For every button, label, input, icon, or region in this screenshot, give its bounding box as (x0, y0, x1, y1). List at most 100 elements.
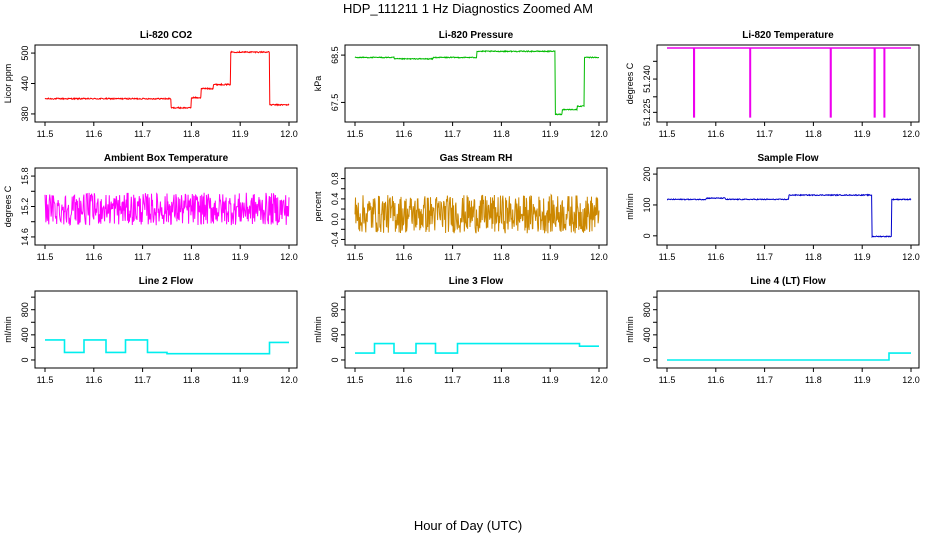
x-tick-label: 12.0 (590, 375, 608, 385)
y-tick-label: 0 (330, 357, 340, 362)
x-tick-label: 11.5 (37, 375, 54, 385)
plot-frame (656, 167, 920, 246)
y-tick-label: -0.4 (330, 232, 340, 248)
chart-panel-8: Line 3 Flow 11.5 11.6 11.7 11.8 11.9 12.0 0 400 8… (313, 276, 608, 385)
y-axis-label: kPa (313, 76, 323, 92)
chart-panel-7: Line 2 Flow 11.5 11.6 11.7 11.8 11.9 12.0 0 400 8… (3, 276, 298, 385)
x-tick-label: 11.7 (134, 129, 151, 139)
y-axis-label: Licor ppm (3, 64, 13, 104)
x-tick-label: 11.6 (707, 129, 724, 139)
figure-x-axis-label: Hour of Day (UTC) (413, 518, 523, 533)
series-line (44, 50, 290, 110)
x-tick-label: 11.6 (395, 129, 412, 139)
x-tick-label: 12.0 (902, 252, 920, 262)
figure-title: HDP_111211 1 Hz Diagnostics Zoomed AM (342, 1, 593, 16)
y-tick-label: 380 (20, 106, 30, 121)
y-tick-label: 0 (642, 233, 652, 238)
x-tick-label: 11.8 (183, 375, 200, 385)
plot-frame (34, 44, 298, 123)
x-tick-label: 11.8 (183, 252, 200, 262)
x-tick-label: 11.7 (756, 252, 773, 262)
panel-title: Line 3 Flow (449, 276, 504, 287)
x-tick-label: 11.8 (493, 375, 510, 385)
y-tick-label: 800 (330, 302, 340, 317)
x-tick-label: 11.5 (37, 129, 54, 139)
x-tick-label: 11.9 (854, 375, 871, 385)
series-line (354, 49, 600, 116)
x-tick-label: 11.8 (805, 252, 822, 262)
panel-title: Sample Flow (757, 153, 818, 164)
chart-panel-3: Li-820 Temperature 11.5 11.6 11.7 11.8 11.9 12… (625, 30, 920, 139)
y-tick-label: 0 (20, 357, 30, 362)
x-tick-label: 11.6 (707, 375, 724, 385)
x-tick-label: 11.6 (395, 375, 412, 385)
x-tick-label: 11.6 (395, 252, 412, 262)
y-tick-label: 500 (20, 46, 30, 61)
series-line (45, 339, 289, 355)
plot-frame (344, 44, 608, 123)
plot-frame (344, 290, 608, 369)
chart-panel-4: Ambient Box Temperature 11.5 11.6 11.7 11.8 1… (3, 153, 298, 262)
x-tick-label: 11.7 (756, 375, 773, 385)
y-tick-label: 0.8 (330, 172, 340, 185)
x-tick-label: 11.7 (444, 252, 461, 262)
y-tick-label: 15.2 (20, 198, 30, 216)
chart-panel-1: Li-820 CO2 11.5 11.6 11.7 11.8 11.9 12.0 380 440… (3, 30, 298, 139)
x-tick-label: 11.5 (37, 252, 54, 262)
series-line (355, 342, 599, 354)
y-tick-label: 0.4 (330, 193, 340, 206)
x-tick-label: 11.6 (707, 252, 724, 262)
x-tick-label: 11.7 (134, 375, 151, 385)
chart-panel-6: Sample Flow 11.5 11.6 11.7 11.8 11.9 12.0 0 100 2… (625, 153, 920, 262)
x-tick-label: 11.8 (183, 129, 200, 139)
x-tick-label: 11.7 (444, 375, 461, 385)
series-line (354, 193, 600, 234)
y-axis-label: ml/min (625, 316, 635, 343)
y-axis-label: degrees C (3, 185, 13, 227)
x-tick-label: 12.0 (590, 252, 608, 262)
x-tick-label: 11.6 (85, 252, 102, 262)
y-tick-label: 440 (20, 76, 30, 91)
y-tick-label: 800 (642, 302, 652, 317)
y-tick-label: 0 (642, 357, 652, 362)
panel-title: Li-820 CO2 (140, 30, 193, 41)
x-tick-label: 12.0 (280, 252, 298, 262)
y-tick-label: 400 (642, 327, 652, 342)
x-tick-label: 11.9 (542, 129, 559, 139)
y-axis-label: degrees C (625, 62, 635, 104)
y-tick-label: 14.6 (20, 228, 30, 246)
y-tick-label: 0.0 (330, 213, 340, 226)
x-tick-label: 11.9 (542, 375, 559, 385)
x-tick-label: 11.6 (85, 129, 102, 139)
panel-title: Line 4 (LT) Flow (750, 276, 826, 287)
chart-panel-2: Li-820 Pressure 11.5 11.6 11.7 11.8 11.9 12.0 6… (313, 30, 608, 139)
x-tick-label: 11.5 (347, 375, 364, 385)
x-tick-label: 11.8 (805, 375, 822, 385)
x-tick-label: 11.9 (854, 129, 871, 139)
panel-title: Gas Stream RH (440, 153, 513, 164)
x-tick-label: 12.0 (590, 129, 608, 139)
x-tick-label: 11.8 (493, 252, 510, 262)
x-tick-label: 11.9 (854, 252, 871, 262)
y-tick-label: 800 (20, 302, 30, 317)
series-line (44, 192, 290, 226)
x-tick-label: 11.9 (232, 129, 249, 139)
x-tick-label: 11.9 (232, 252, 249, 262)
x-tick-label: 11.9 (232, 375, 249, 385)
series-line (667, 47, 911, 118)
x-tick-label: 11.5 (347, 252, 364, 262)
y-tick-label: 200 (642, 167, 652, 182)
series-line (667, 193, 912, 239)
plot-frame (656, 44, 920, 123)
y-tick-label: 400 (330, 327, 340, 342)
x-tick-label: 12.0 (902, 375, 920, 385)
panel-title: Line 2 Flow (139, 276, 194, 287)
x-tick-label: 11.9 (542, 252, 559, 262)
x-tick-label: 11.5 (659, 375, 676, 385)
y-tick-label: 67.5 (330, 94, 340, 112)
panel-title: Ambient Box Temperature (104, 153, 229, 164)
series-line (667, 352, 911, 361)
x-tick-label: 11.7 (756, 129, 773, 139)
y-tick-label: 15.8 (20, 167, 30, 185)
